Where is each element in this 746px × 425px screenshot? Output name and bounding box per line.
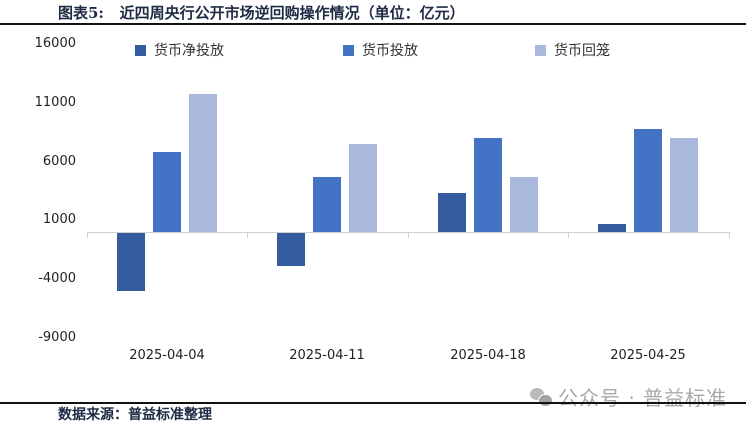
bar-withdrawal-2025-04-04 bbox=[189, 93, 217, 232]
legend-swatch bbox=[135, 44, 146, 56]
x-tick-label: 2025-04-04 bbox=[129, 348, 205, 363]
bar-net-injection-2025-04-04 bbox=[117, 233, 145, 291]
bar-withdrawal-2025-04-11 bbox=[349, 143, 377, 232]
watermark: 公众号 · 普益标准 bbox=[530, 382, 727, 411]
legend-item-net-injection: 货币净投放 bbox=[135, 40, 224, 60]
bar-withdrawal-2025-04-18 bbox=[510, 176, 538, 232]
x-tick-label: 2025-04-11 bbox=[289, 348, 365, 363]
x-tick-label: 2025-04-18 bbox=[450, 348, 526, 363]
y-tick-label: 11000 bbox=[34, 95, 76, 110]
legend-label: 货币回笼 bbox=[554, 43, 610, 59]
watermark-text: 公众号 · 普益标准 bbox=[558, 386, 728, 410]
x-axis-tick bbox=[729, 232, 730, 238]
source-note: 数据来源：普益标准整理 bbox=[58, 407, 212, 423]
y-tick-label: 16000 bbox=[34, 36, 76, 51]
legend-swatch bbox=[535, 44, 546, 56]
x-axis-tick bbox=[247, 232, 248, 238]
bar-injection-2025-04-18 bbox=[474, 137, 502, 232]
x-axis-tick bbox=[408, 232, 409, 238]
y-tick-label: 1000 bbox=[42, 212, 76, 227]
legend-item-injection: 货币投放 bbox=[343, 40, 418, 60]
bar-net-injection-2025-04-25 bbox=[598, 223, 626, 232]
chart-title: 图表5: 近四周央行公开市场逆回购操作情况（单位：亿元） bbox=[58, 4, 465, 22]
y-tick-label: 6000 bbox=[42, 154, 76, 169]
bar-injection-2025-04-11 bbox=[313, 176, 341, 232]
x-axis-tick bbox=[568, 232, 569, 238]
legend-label: 货币投放 bbox=[362, 43, 418, 59]
legend-item-withdrawal: 货币回笼 bbox=[535, 40, 610, 60]
x-axis-tick bbox=[87, 232, 88, 238]
bar-net-injection-2025-04-11 bbox=[277, 233, 305, 267]
footer-divider bbox=[0, 402, 746, 404]
y-tick-label: -9000 bbox=[38, 330, 76, 345]
y-tick-label: -4000 bbox=[38, 271, 76, 286]
legend-swatch bbox=[343, 44, 354, 56]
bar-injection-2025-04-25 bbox=[634, 129, 662, 232]
bar-injection-2025-04-04 bbox=[153, 151, 181, 232]
bar-net-injection-2025-04-18 bbox=[438, 193, 466, 232]
bar-withdrawal-2025-04-25 bbox=[670, 137, 698, 232]
x-tick-label: 2025-04-25 bbox=[610, 348, 686, 363]
header-divider bbox=[0, 23, 746, 25]
legend-label: 货币净投放 bbox=[154, 43, 224, 59]
